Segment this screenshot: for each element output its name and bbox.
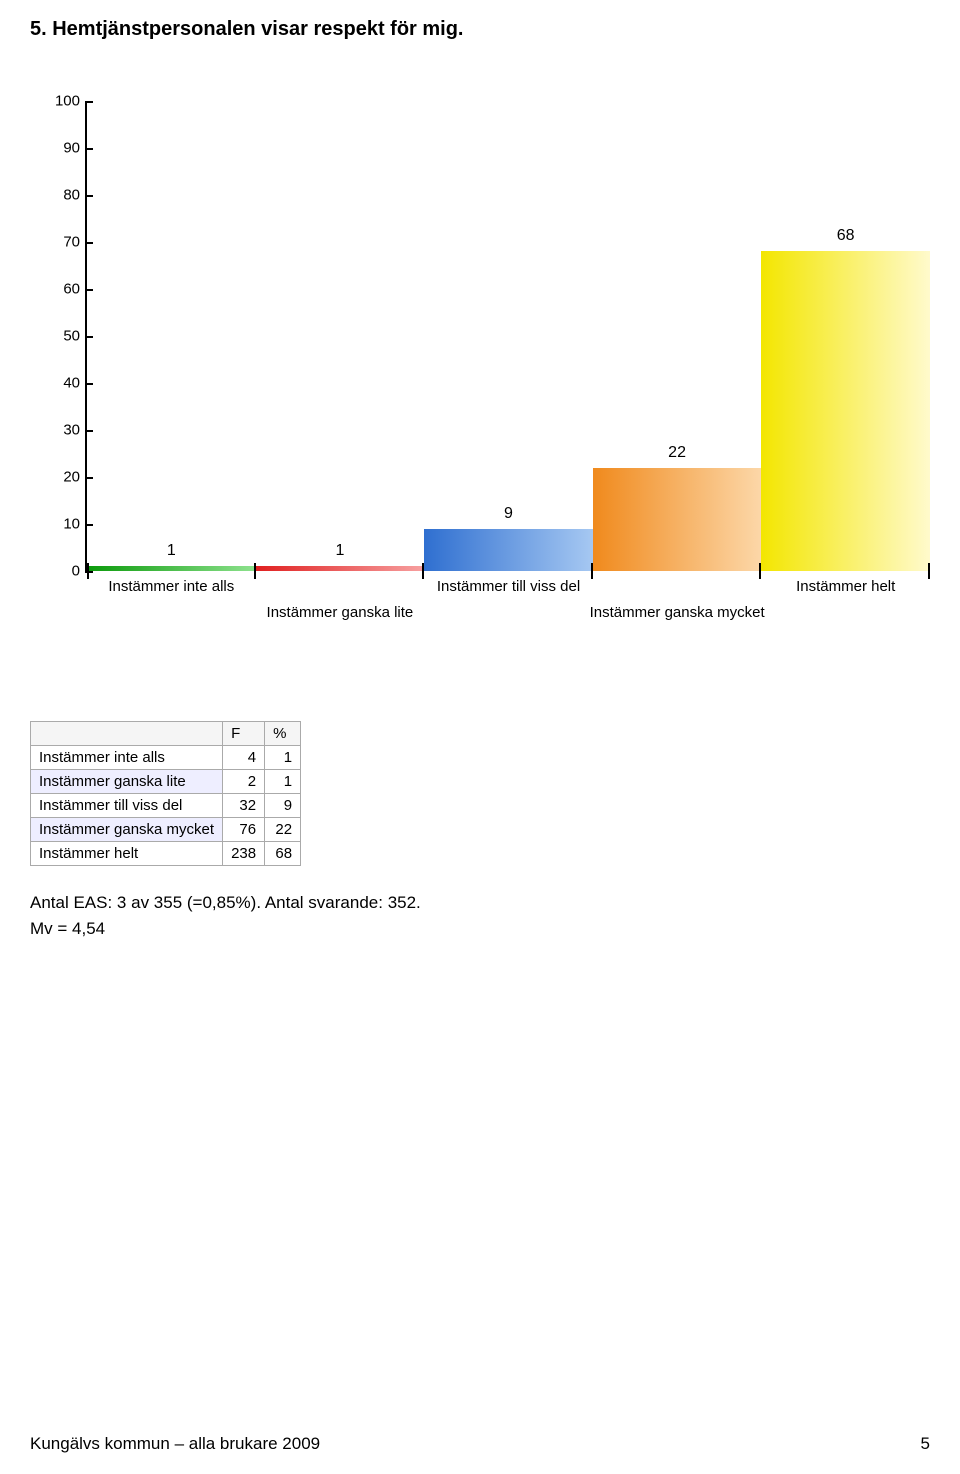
bar-slot: 1 [256, 101, 425, 571]
bar [87, 566, 256, 571]
table-row: Instämmer ganska lite21 [31, 770, 301, 794]
bar-slot: 1 [87, 101, 256, 571]
table-cell-pct: 1 [265, 770, 301, 794]
table-row: Instämmer ganska mycket7622 [31, 818, 301, 842]
y-tick-label: 0 [30, 563, 80, 580]
bar-slot: 22 [593, 101, 762, 571]
x-axis-label: Instämmer ganska mycket [590, 604, 765, 621]
table-row: Instämmer inte alls41 [31, 746, 301, 770]
table-cell-f: 4 [223, 746, 265, 770]
table-cell-pct: 68 [265, 842, 301, 866]
y-tick-label: 90 [30, 140, 80, 157]
table-row: Instämmer till viss del329 [31, 794, 301, 818]
stats-text: Antal EAS: 3 av 355 (=0,85%). Antal svar… [30, 890, 930, 941]
stats-line-1: Antal EAS: 3 av 355 (=0,85%). Antal svar… [30, 890, 930, 916]
stats-line-2: Mv = 4,54 [30, 916, 930, 942]
x-axis-label: Instämmer ganska lite [267, 604, 414, 621]
page-title: 5. Hemtjänstpersonalen visar respekt för… [0, 0, 960, 41]
y-tick-label: 20 [30, 469, 80, 486]
table-cell-f: 32 [223, 794, 265, 818]
y-tick-label: 60 [30, 281, 80, 298]
table-header-f: F [223, 722, 265, 746]
y-tick-label: 30 [30, 422, 80, 439]
table-cell-pct: 9 [265, 794, 301, 818]
data-table: F % Instämmer inte alls41Instämmer gansk… [30, 721, 301, 866]
bar [593, 468, 762, 571]
bar-value-label: 68 [761, 227, 930, 245]
bar [424, 529, 593, 571]
y-tick-label: 80 [30, 187, 80, 204]
table-cell-label: Instämmer inte alls [31, 746, 223, 770]
bar-value-label: 9 [424, 505, 593, 523]
table-cell-pct: 22 [265, 818, 301, 842]
footer-left: Kungälvs kommun – alla brukare 2009 [30, 1434, 320, 1454]
y-tick-label: 50 [30, 328, 80, 345]
table-cell-f: 76 [223, 818, 265, 842]
table-cell-f: 2 [223, 770, 265, 794]
table-cell-label: Instämmer ganska lite [31, 770, 223, 794]
bar-slot: 9 [424, 101, 593, 571]
bar-value-label: 22 [593, 444, 762, 462]
x-axis-label: Instämmer helt [796, 578, 895, 595]
page-footer: Kungälvs kommun – alla brukare 2009 5 [30, 1434, 930, 1454]
footer-page-number: 5 [921, 1434, 930, 1454]
bar-chart: 0102030405060708090100 1192268 Instämmer… [30, 101, 930, 631]
table-header-pct: % [265, 722, 301, 746]
bar-value-label: 1 [87, 542, 256, 560]
table-cell-label: Instämmer ganska mycket [31, 818, 223, 842]
table-cell-pct: 1 [265, 746, 301, 770]
table-cell-label: Instämmer till viss del [31, 794, 223, 818]
table-cell-f: 238 [223, 842, 265, 866]
table-row: Instämmer helt23868 [31, 842, 301, 866]
table-cell-label: Instämmer helt [31, 842, 223, 866]
x-axis-label: Instämmer till viss del [437, 578, 580, 595]
table-header-blank [31, 722, 223, 746]
x-axis-label: Instämmer inte alls [108, 578, 234, 595]
y-tick-label: 40 [30, 375, 80, 392]
y-tick-label: 10 [30, 516, 80, 533]
y-tick-label: 100 [30, 93, 80, 110]
bar-slot: 68 [761, 101, 930, 571]
bar [256, 566, 425, 571]
bar [761, 251, 930, 571]
bar-value-label: 1 [256, 542, 425, 560]
y-tick-label: 70 [30, 234, 80, 251]
